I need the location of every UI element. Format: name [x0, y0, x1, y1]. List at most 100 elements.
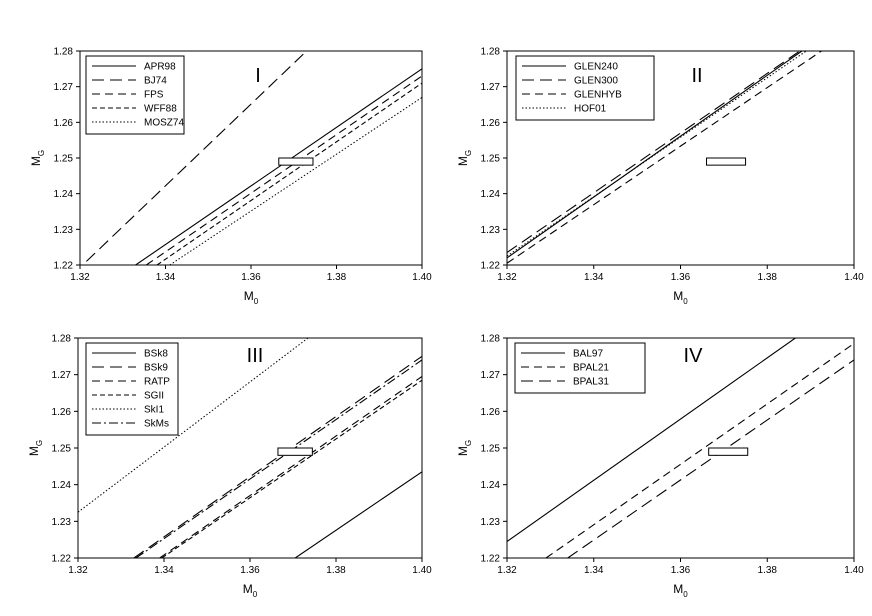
y-axis-label-main: M: [456, 156, 470, 166]
y-axis-label-main: M: [27, 446, 41, 456]
legend-box: [514, 342, 646, 394]
x-tick-label: 1.40: [844, 565, 864, 576]
x-tick-label: 1.38: [758, 565, 778, 576]
measurement-box: [277, 447, 313, 456]
x-tick-label: 1.36: [240, 565, 260, 576]
y-axis-label-main: M: [29, 156, 43, 166]
series-line-bpal31: [567, 359, 854, 558]
x-tick-label: 1.40: [844, 272, 864, 283]
legend-box: [85, 342, 179, 436]
legend-label: WFF88: [144, 104, 177, 115]
y-tick-label: 1.27: [52, 370, 72, 381]
x-axis-label-main: M: [673, 582, 683, 596]
y-tick-label: 1.22: [52, 554, 72, 565]
series-line-bal97: [507, 338, 796, 542]
x-axis-label: M0: [673, 289, 688, 306]
y-tick-label: 1.28: [481, 47, 501, 58]
x-tick-label: 1.32: [497, 565, 517, 576]
y-tick-label: 1.23: [52, 517, 72, 528]
chart-panel-I: 1.32 1.34 1.36 1.38 1.40 1.22 1.23 1.24 1.25 1.26…: [29, 47, 432, 307]
series-line-skms: [135, 359, 422, 558]
y-axis-label: MG: [456, 150, 473, 166]
x-axis-label-sub: 0: [254, 297, 259, 306]
series-line-bpal21: [545, 343, 854, 558]
y-tick-label: 1.22: [481, 554, 501, 565]
x-tick-label: 1.34: [584, 272, 604, 283]
series-line-glenhyb: [507, 51, 822, 264]
measurement-box: [278, 157, 314, 166]
legend-label: FPS: [144, 90, 164, 101]
x-tick-label: 1.38: [326, 565, 346, 576]
measurement-box: [708, 447, 749, 456]
legend-label: RATP: [144, 377, 170, 388]
y-axis-label: MG: [29, 150, 46, 166]
legend-label: SkI1: [144, 405, 164, 416]
y-tick-label: 1.27: [54, 82, 74, 93]
y-tick-label: 1.23: [481, 517, 501, 528]
series-line-bsk8: [294, 471, 422, 558]
x-axis-label-sub: 0: [683, 297, 688, 306]
x-tick-label: 1.34: [584, 565, 604, 576]
x-tick-label: 1.32: [70, 272, 90, 283]
x-tick-label: 1.34: [156, 272, 176, 283]
y-tick-label: 1.24: [481, 189, 501, 200]
series-line-ski1: [78, 338, 309, 513]
x-tick-label: 1.32: [497, 272, 517, 283]
series-line-hof01: [507, 51, 807, 257]
x-axis-label-main: M: [243, 582, 253, 596]
x-tick-label: 1.38: [758, 272, 778, 283]
series-line-glen240: [507, 51, 803, 259]
y-tick-label: 1.24: [54, 189, 74, 200]
legend-label: GLEN300: [574, 76, 618, 87]
legend-box: [515, 55, 655, 121]
panel-label: IV: [684, 345, 704, 367]
legend-label: MOSZ74: [144, 118, 184, 129]
legend-label: BSk9: [144, 363, 168, 374]
legend-label: APR98: [144, 62, 176, 73]
series-group: [78, 338, 422, 558]
y-tick-label: 1.25: [52, 444, 72, 455]
series-line-bsk9: [133, 355, 422, 558]
panel-label: III: [247, 345, 264, 367]
x-tick-label: 1.34: [154, 565, 174, 576]
x-axis-label: M0: [243, 582, 258, 599]
y-tick-label: 1.26: [481, 407, 501, 418]
y-axis-label: MG: [27, 440, 44, 456]
legend-label: SGII: [144, 391, 164, 402]
x-axis-label-sub: 0: [253, 590, 258, 599]
y-tick-label: 1.23: [54, 225, 74, 236]
panel-label: II: [691, 65, 702, 87]
series-group: [86, 51, 422, 265]
x-axis-label-sub: 0: [683, 590, 688, 599]
y-tick-label: 1.27: [481, 370, 501, 381]
legend-label: BPAL21: [573, 363, 609, 374]
measurement-box: [706, 157, 747, 166]
y-tick-label: 1.25: [481, 154, 501, 165]
series-group: [507, 51, 822, 264]
y-axis-label-sub: G: [37, 150, 46, 156]
panel-label: I: [255, 65, 261, 87]
series-line-apr98: [135, 68, 422, 265]
y-axis-label-main: M: [456, 446, 470, 456]
x-tick-label: 1.36: [671, 272, 691, 283]
x-axis-label: M0: [673, 582, 688, 599]
y-tick-label: 1.28: [481, 334, 501, 345]
series-group: [507, 338, 854, 558]
y-tick-label: 1.25: [54, 154, 74, 165]
x-axis-label-main: M: [673, 289, 683, 303]
y-tick-label: 1.26: [481, 118, 501, 129]
y-tick-label: 1.22: [54, 261, 74, 272]
legend-label: BSk8: [144, 349, 168, 360]
legend-label: SkMs: [144, 419, 169, 430]
series-line-wff88: [156, 82, 422, 265]
legend-label: BJ74: [144, 76, 167, 87]
y-axis-label-sub: G: [464, 440, 473, 446]
chart-panel-III: 1.32 1.34 1.36 1.38 1.40 1.22 1.23 1.24 1.25 1.26…: [27, 334, 432, 600]
y-tick-label: 1.28: [52, 334, 72, 345]
y-axis-label-sub: G: [35, 440, 44, 446]
x-tick-label: 1.40: [412, 272, 432, 283]
y-tick-label: 1.26: [54, 118, 74, 129]
x-tick-label: 1.40: [412, 565, 432, 576]
y-axis-label: MG: [456, 440, 473, 456]
